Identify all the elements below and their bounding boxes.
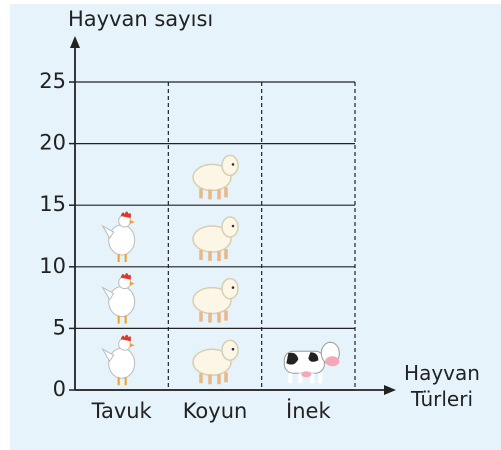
icon-head [222,155,238,175]
y-tick-label: 10 [39,254,66,278]
x-tick-label: İnek [286,398,331,423]
icon-head [222,217,238,237]
y-axis-label: Hayvan sayısı [68,7,213,31]
icon-head [222,340,238,360]
icon-muzzle [325,356,339,366]
icon-eye [232,163,235,166]
page: Hayvan sayısı 0 5 10 15 20 25 Tavuk Koyun İnek H… [0,0,501,450]
icon-udder [301,371,311,377]
y-tick-label: 15 [39,192,66,216]
y-tick-label: 5 [53,315,66,339]
y-tick-label: 20 [39,131,66,155]
icon-eye [232,348,235,351]
icon-head [222,279,238,299]
y-tick-label: 0 [53,377,66,401]
x-tick-label: Koyun [183,399,248,423]
x-axis-label: Hayvan Türleri [392,360,492,412]
icon-body [109,225,135,255]
x-tick-label: Tavuk [91,399,153,423]
y-tick-label: 25 [39,69,66,93]
icon-body [109,287,135,317]
icon-body [109,348,135,378]
icon-eye [232,225,235,228]
icon-eye [232,286,235,289]
